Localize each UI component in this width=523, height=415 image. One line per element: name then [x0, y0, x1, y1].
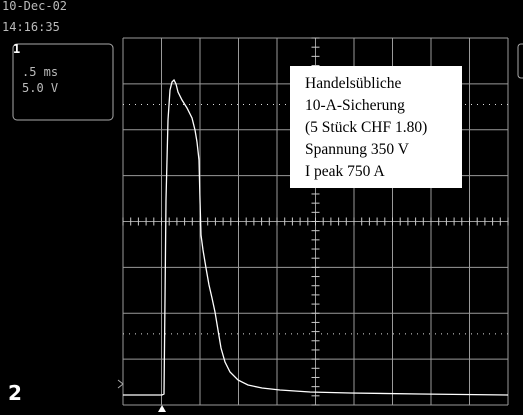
- scope-screen: 10-Dec-02 14:16:35 1 .5 ms 5.0 V Handels…: [0, 0, 523, 415]
- page: {"header": {"date": "10-Dec-02", "time":…: [0, 0, 523, 415]
- time: 14:16:35: [2, 20, 60, 34]
- annotation-line: Spannung 350 V: [305, 141, 410, 158]
- annotation-line: 10-A-Sicherung: [305, 97, 405, 114]
- background: [0, 0, 523, 415]
- channel-number: 2: [8, 381, 22, 405]
- annotation-line: I peak 750 A: [305, 163, 385, 180]
- annotation-line: (5 Stück CHF 1.80): [305, 119, 427, 136]
- timebase: .5 ms: [22, 65, 58, 79]
- date: 10-Dec-02: [2, 0, 67, 13]
- channel-marker: 1: [13, 42, 20, 56]
- volts-per-div: 5.0 V: [22, 81, 58, 95]
- annotation-line: Handelsübliche: [305, 75, 402, 92]
